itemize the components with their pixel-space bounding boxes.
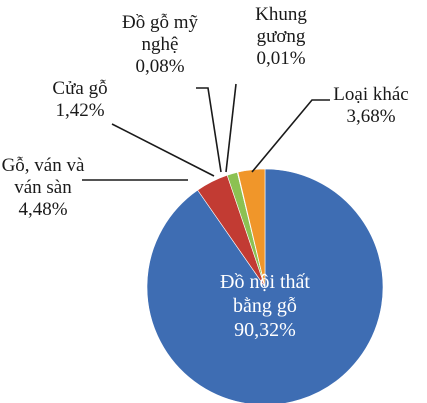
leader-line — [111, 123, 215, 177]
value-label: 0,01% — [256, 48, 306, 69]
category-label: Đồ nội thất bằng gỗ — [220, 271, 310, 317]
category-label: Loại khác — [333, 84, 409, 105]
value-label: 90,32% — [234, 319, 296, 341]
category-label: Đồ gỗ mỹ nghệ — [122, 12, 198, 55]
value-label: 1,42% — [55, 100, 105, 121]
pie-slice — [146, 168, 384, 403]
value-label: 4,48% — [18, 199, 68, 220]
slice-label: Đồ nội thất bằng gỗ 90,32% — [210, 270, 320, 342]
leader-line — [251, 99, 330, 173]
slice-label: Đồ gỗ mỹ nghệ 0,08% — [104, 12, 216, 78]
category-label: Gỗ, ván và ván sàn — [1, 155, 85, 198]
leader-line — [225, 83, 237, 173]
pie-slice — [237, 168, 266, 288]
leader-lines — [82, 83, 330, 181]
value-label: 3,68% — [346, 106, 396, 127]
value-label: 0,08% — [135, 56, 185, 77]
leader-line — [196, 87, 222, 173]
slice-label: Loại khác 3,68% — [316, 84, 426, 128]
pie — [146, 168, 384, 403]
slice-label: Cửa gỗ 1,42% — [35, 78, 125, 122]
category-label: Khung gương — [255, 4, 307, 47]
category-label: Cửa gỗ — [52, 78, 108, 99]
slice-label: Gỗ, ván và ván sàn 4,48% — [0, 155, 86, 221]
slice-label: Khung gương 0,01% — [236, 4, 326, 70]
